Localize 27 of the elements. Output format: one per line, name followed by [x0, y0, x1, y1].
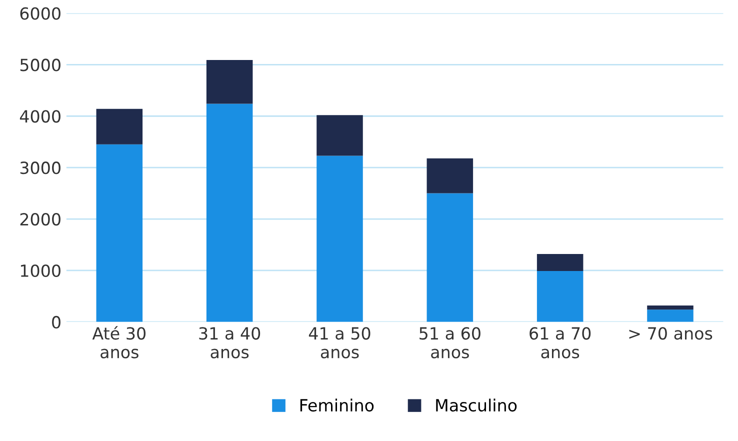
bar	[96, 144, 143, 322]
bar	[536, 254, 584, 271]
y-tick-label: 1000	[20, 264, 60, 278]
x-tick-label: Até 30 anos	[92, 326, 146, 358]
y-tick-label: 6000	[20, 7, 60, 20]
x-tick-label: 31 a 40 anos	[199, 327, 260, 358]
y-tick-label: 3000	[20, 162, 60, 174]
legend-label: Feminino	[300, 398, 374, 412]
bar	[96, 108, 143, 144]
bar	[206, 60, 253, 104]
x-tick-label: 51 a 60 anos	[420, 327, 480, 358]
bar	[426, 193, 474, 322]
y-tick-label: 5000	[20, 58, 60, 72]
x-tick-label: 61 a 70 anos	[530, 327, 591, 358]
x-tick-label: 41 a 50 anos	[308, 327, 370, 358]
y-tick-label: 2000	[20, 212, 60, 226]
x-tick-label: > 70 anos	[629, 327, 712, 340]
bar	[316, 156, 363, 322]
bar	[426, 158, 474, 194]
bar	[647, 310, 694, 322]
bar	[647, 305, 694, 310]
legend-label: Masculino	[436, 398, 517, 412]
bar	[536, 270, 584, 322]
bar	[316, 115, 363, 156]
bar	[206, 104, 253, 322]
y-tick-label: 4000	[20, 110, 60, 123]
y-tick-label: 0	[52, 316, 60, 328]
